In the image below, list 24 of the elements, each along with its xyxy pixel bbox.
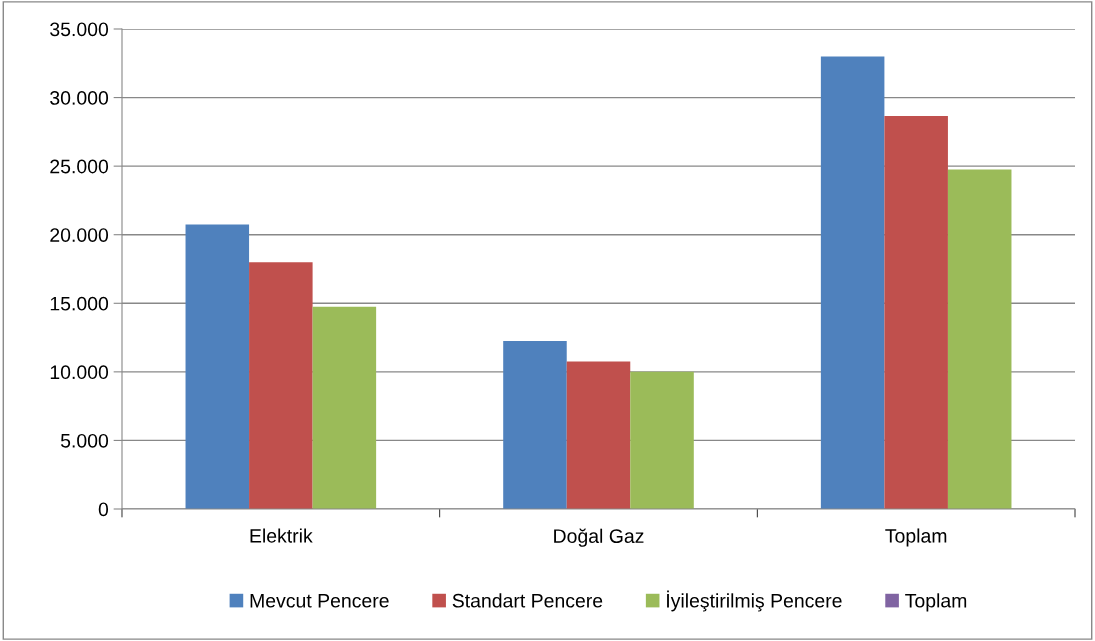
y-tick-label: 30.000 — [50, 91, 109, 105]
bar — [820, 56, 885, 509]
bar — [630, 371, 694, 509]
x-tick-label: Toplam — [885, 528, 947, 547]
y-tick-label: 5.000 — [60, 433, 109, 448]
y-tick-label: 20.000 — [50, 228, 109, 242]
legend-label: İyileştirilmiş Pencere — [667, 590, 842, 612]
y-tick-label: 10.000 — [50, 365, 109, 380]
legend-label: Standart Pencere — [452, 593, 603, 608]
bar — [249, 262, 313, 509]
bar — [884, 116, 948, 509]
legend-label: Toplam — [905, 593, 967, 612]
bar — [947, 169, 1012, 509]
bar — [185, 224, 250, 509]
x-tick-label: Elektrik — [250, 528, 313, 543]
bar — [566, 361, 631, 509]
legend-label: Mevcut Pencere — [250, 594, 389, 608]
y-tick-label: 25.000 — [50, 159, 109, 174]
y-tick-label: 15.000 — [50, 296, 109, 311]
bar — [312, 306, 377, 509]
bar — [503, 341, 567, 509]
y-tick-label: 35.000 — [50, 22, 109, 37]
y-tick-label: 0 — [98, 502, 109, 517]
x-tick-label: Doğal Gaz — [554, 528, 644, 547]
